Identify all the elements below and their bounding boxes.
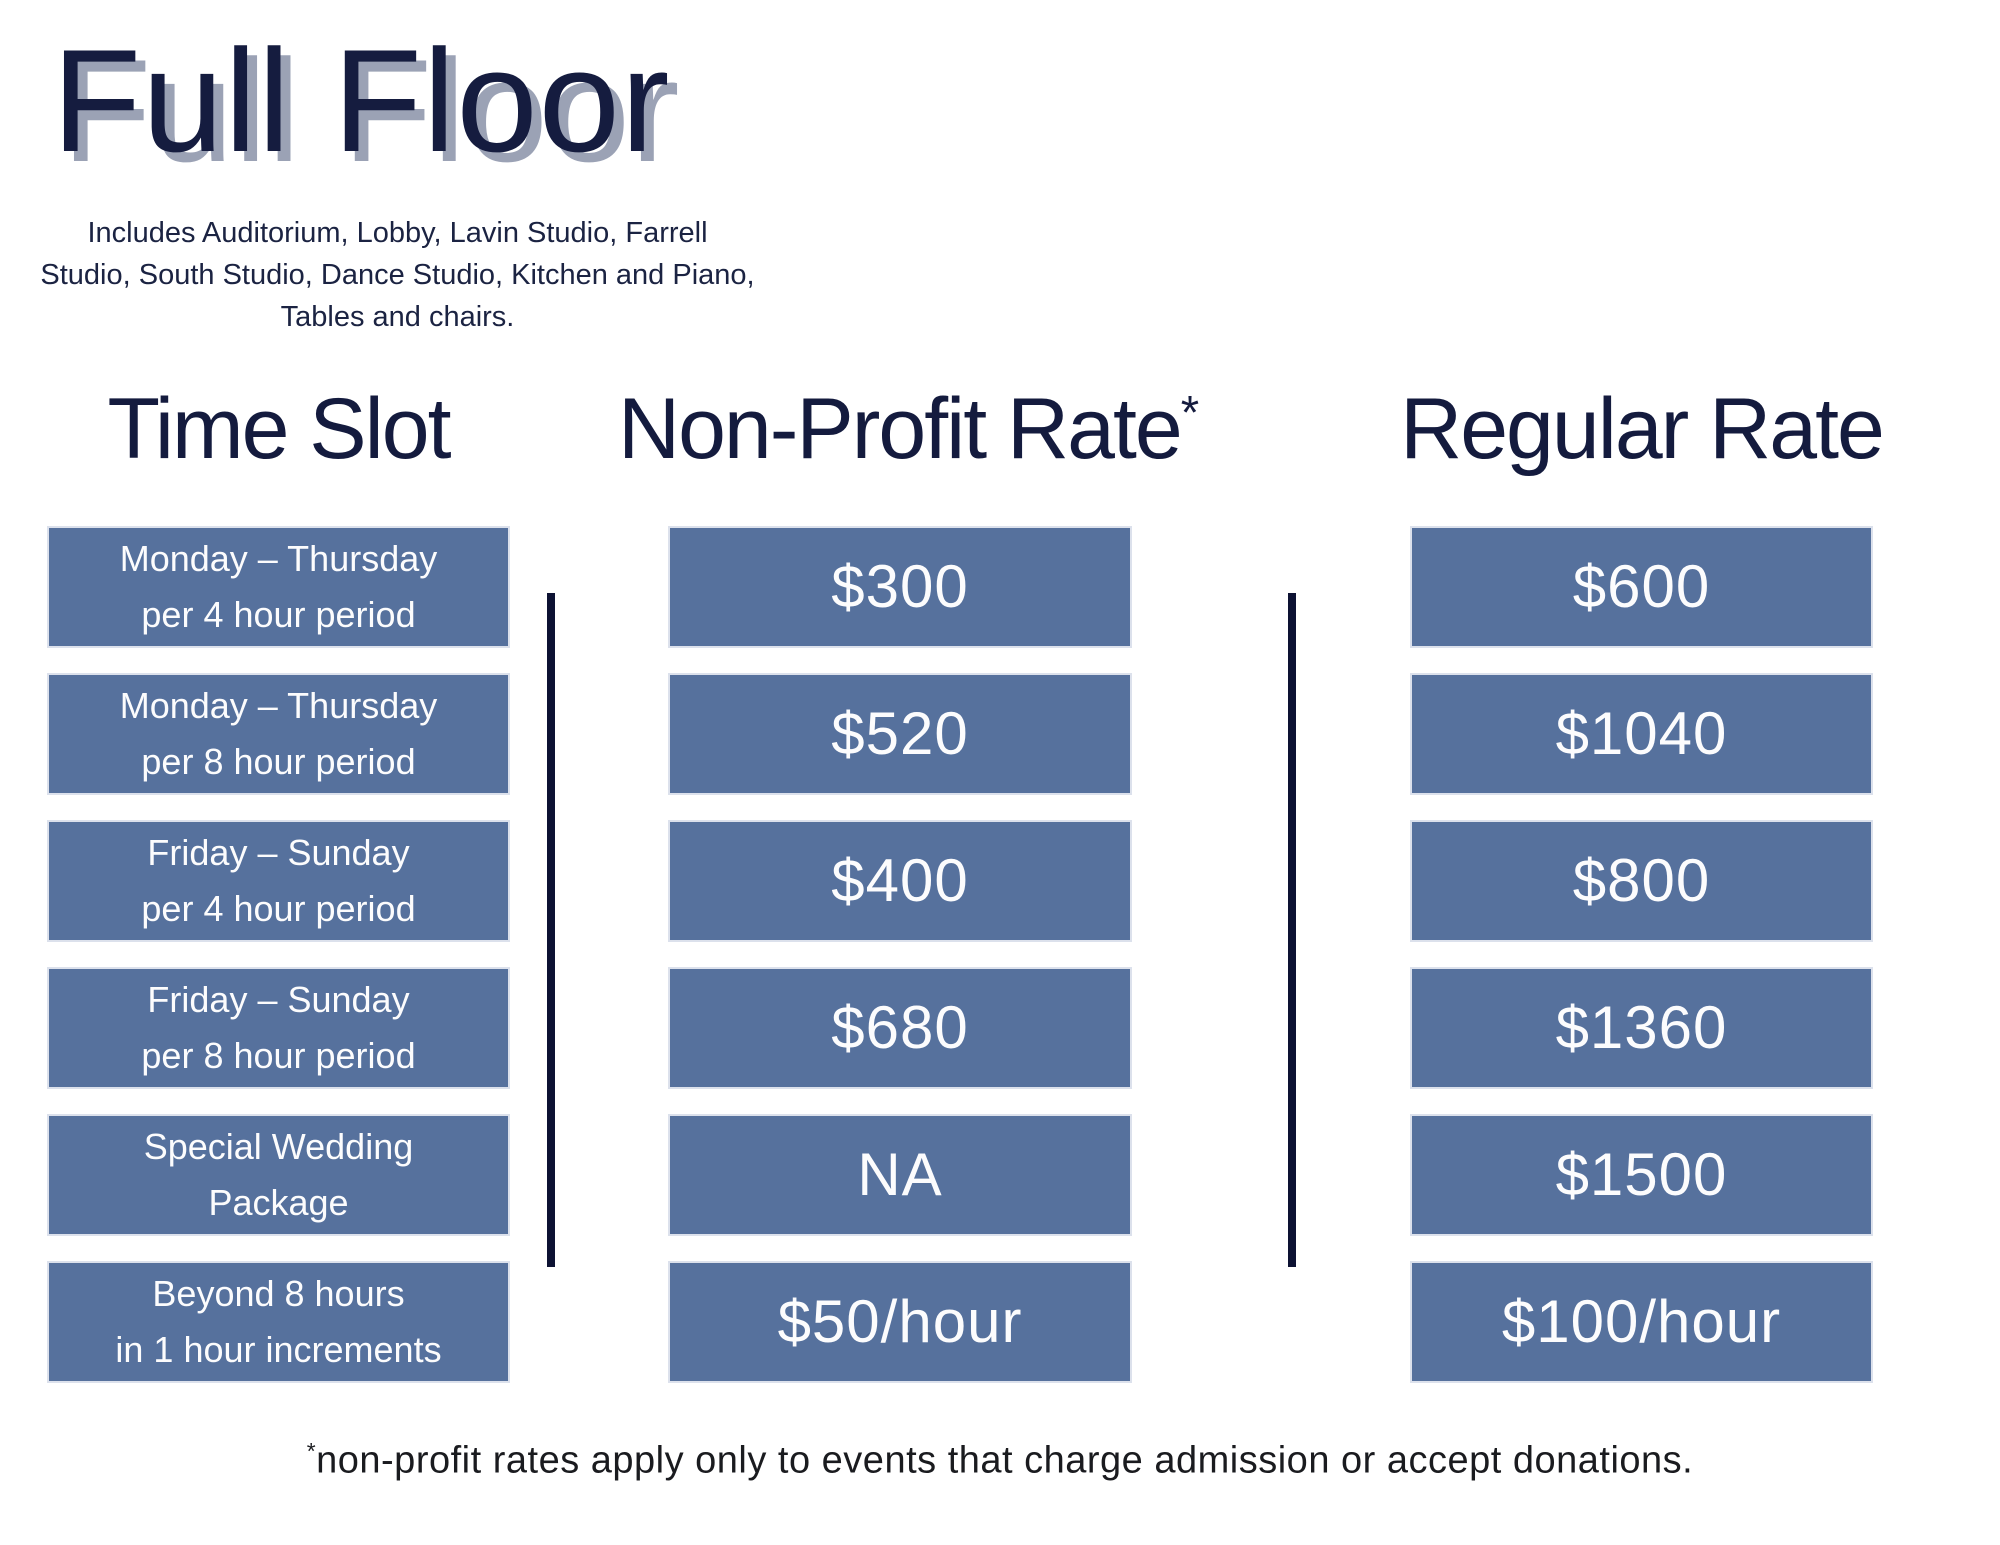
nonprofit-rate-value: $520 — [831, 700, 969, 767]
time-slot-line: per 8 hour period — [141, 741, 416, 782]
nonprofit-rate-value: $50/hour — [777, 1288, 1023, 1355]
time-slot-cell: Friday – Sunday per 4 hour period — [47, 820, 510, 942]
column-header-regular-rate-label: Regular Rate — [1400, 381, 1885, 477]
nonprofit-rate-cell: NA — [668, 1114, 1132, 1236]
time-slot-cell: Monday – Thursday per 4 hour period — [47, 526, 510, 648]
nonprofit-rate-value: NA — [857, 1141, 943, 1208]
nonprofit-rate-value: $300 — [831, 553, 969, 620]
page-title: Full Floor — [52, 19, 671, 182]
nonprofit-rate-cell: $680 — [668, 967, 1132, 1089]
page-subtitle: Includes Auditorium, Lobby, Lavin Studio… — [40, 217, 755, 334]
regular-rate-column: $600 $1040 $800 $1360 $1500 $100/hour — [1410, 526, 1873, 1408]
column-divider-right — [1288, 593, 1296, 1267]
time-slot-line: Monday – Thursday — [119, 538, 438, 579]
nonprofit-rate-cell: $300 — [668, 526, 1132, 648]
regular-rate-cell: $600 — [1410, 526, 1873, 648]
column-header-regular-rate: Regular Rate — [1360, 378, 1923, 488]
nonprofit-asterisk: * — [1180, 386, 1200, 440]
time-slot-line: Friday – Sunday — [147, 832, 410, 873]
column-divider-left — [547, 593, 555, 1267]
regular-rate-value: $1040 — [1555, 700, 1728, 767]
time-slot-line: per 4 hour period — [141, 594, 416, 635]
time-slot-cell: Friday – Sunday per 8 hour period — [47, 967, 510, 1089]
column-header-nonprofit-rate: Non-Profit Rate* — [618, 378, 1199, 488]
time-slot-line: Monday – Thursday — [119, 685, 438, 726]
nonprofit-rate-cell: $520 — [668, 673, 1132, 795]
time-slot-line: in 1 hour increments — [115, 1329, 442, 1370]
regular-rate-cell: $1500 — [1410, 1114, 1873, 1236]
regular-rate-value: $1360 — [1555, 994, 1728, 1061]
footnote-text: non-profit rates apply only to events th… — [316, 1439, 1694, 1482]
nonprofit-rate-cell: $400 — [668, 820, 1132, 942]
time-slot-cell: Special Wedding Package — [47, 1114, 510, 1236]
regular-rate-cell: $100/hour — [1410, 1261, 1873, 1383]
time-slot-cell: Beyond 8 hours in 1 hour increments — [47, 1261, 510, 1383]
column-header-time-slot-label: Time Slot — [107, 381, 452, 477]
regular-rate-cell: $1360 — [1410, 967, 1873, 1089]
time-slot-line: Package — [208, 1182, 349, 1223]
time-slot-column: Monday – Thursday per 4 hour period Mond… — [47, 526, 510, 1408]
regular-rate-value: $1500 — [1555, 1141, 1728, 1208]
time-slot-cell: Monday – Thursday per 8 hour period — [47, 673, 510, 795]
regular-rate-value: $800 — [1572, 847, 1711, 914]
footnote-asterisk: * — [306, 1438, 317, 1464]
column-header-nonprofit-rate-label: Non-Profit Rate — [618, 381, 1183, 477]
time-slot-line: per 4 hour period — [141, 888, 416, 929]
footnote: *non-profit rates apply only to events t… — [0, 1438, 2000, 1483]
regular-rate-value: $600 — [1572, 553, 1711, 620]
nonprofit-rate-value: $400 — [831, 847, 969, 914]
nonprofit-rate-value: $680 — [831, 994, 969, 1061]
column-header-time-slot: Time Slot — [27, 378, 530, 488]
time-slot-line: Friday – Sunday — [147, 979, 410, 1020]
time-slot-line: Special Wedding — [143, 1126, 414, 1167]
nonprofit-rate-cell: $50/hour — [668, 1261, 1132, 1383]
time-slot-line: per 8 hour period — [141, 1035, 416, 1076]
regular-rate-value: $100/hour — [1501, 1288, 1782, 1355]
regular-rate-cell: $800 — [1410, 820, 1873, 942]
time-slot-line: Beyond 8 hours — [152, 1273, 405, 1314]
nonprofit-rate-column: $300 $520 $400 $680 NA $50/hour — [668, 526, 1132, 1408]
regular-rate-cell: $1040 — [1410, 673, 1873, 795]
